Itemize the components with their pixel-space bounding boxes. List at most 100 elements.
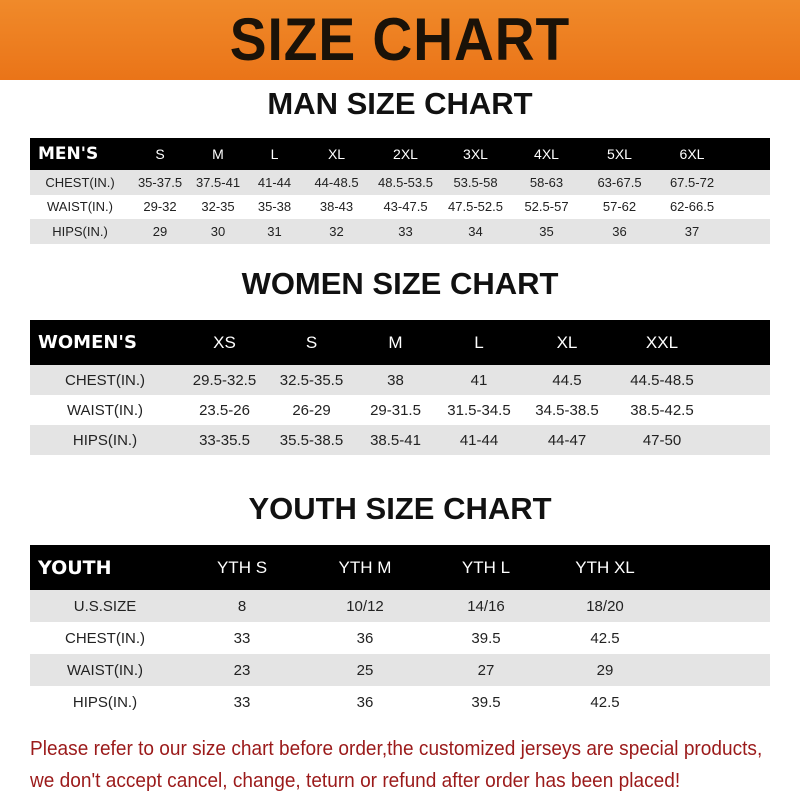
row-pad (664, 622, 770, 654)
measurement-cell: 34 (441, 219, 510, 244)
measurement-cell: 36 (304, 622, 426, 654)
row-pad (728, 219, 770, 244)
measurement-cell: 36 (304, 686, 426, 718)
measurement-cell: 8 (180, 590, 304, 622)
row-pad (711, 425, 770, 455)
measurement-cell: 33-35.5 (180, 425, 269, 455)
table-row: WAIST(IN.) 23.5-26 26-29 29-31.5 31.5-34.5 34… (30, 395, 770, 425)
measurement-cell: 35 (510, 219, 583, 244)
measurement-cell: 26-29 (269, 395, 354, 425)
measurement-cell: 41-44 (246, 170, 303, 195)
size-header: L (246, 138, 303, 170)
measurement-cell: 10/12 (304, 590, 426, 622)
size-header: YTH S (180, 545, 304, 590)
measurement-cell: 29-31.5 (354, 395, 437, 425)
size-header: S (269, 320, 354, 365)
header-label: YOUTH (30, 545, 180, 590)
size-header: XL (521, 320, 613, 365)
women-section-title: WOMEN SIZE CHART (241, 266, 559, 301)
measurement-cell: 37 (656, 219, 728, 244)
size-header: XXL (613, 320, 711, 365)
notice-line-2: we don't accept cancel, change, teturn o… (30, 769, 681, 792)
row-pad (664, 590, 770, 622)
measurement-cell: 29 (130, 219, 190, 244)
measurement-cell: 47.5-52.5 (441, 194, 510, 219)
table-row: HIPS(IN.) 33-35.5 35.5-38.5 38.5-41 41-44 44-… (30, 425, 770, 455)
measurement-cell: 42.5 (546, 686, 664, 718)
measurement-cell: 33 (370, 219, 441, 244)
measurement-cell: 43-47.5 (370, 194, 441, 219)
header-label: WOMEN'S (30, 320, 180, 365)
measurement-cell: 41 (437, 365, 521, 395)
table-row: WAIST(IN.) 23 25 27 29 (30, 654, 770, 686)
measurement-cell: 36 (583, 219, 656, 244)
table-row: CHEST(IN.) 35-37.5 37.5-41 41-44 44-48.5 48.5… (30, 170, 770, 195)
row-pad (728, 194, 770, 219)
measurement-cell: 63-67.5 (583, 170, 656, 195)
size-header: L (437, 320, 521, 365)
measurement-cell: 33 (180, 686, 304, 718)
measurement-cell: 58-63 (510, 170, 583, 195)
measurement-cell: 41-44 (437, 425, 521, 455)
row-label: HIPS(IN.) (30, 686, 180, 718)
measurement-cell: 14/16 (426, 590, 546, 622)
header-row: YOUTH YTH S YTH M YTH L YTH XL (30, 545, 770, 590)
measurement-cell: 35.5-38.5 (269, 425, 354, 455)
size-header: 6XL (656, 138, 728, 170)
measurement-cell: 32.5-35.5 (269, 365, 354, 395)
measurement-cell: 23.5-26 (180, 395, 269, 425)
row-label: WAIST(IN.) (30, 654, 180, 686)
table-row: WAIST(IN.) 29-32 32-35 35-38 38-43 43-47.5 47.… (30, 194, 770, 219)
size-header: M (190, 138, 246, 170)
size-header: S (130, 138, 190, 170)
header-label: MEN'S (30, 138, 130, 170)
notice-line-1: Please refer to our size chart before or… (30, 737, 763, 760)
table-row: HIPS(IN.) 33 36 39.5 42.5 (30, 686, 770, 718)
size-header: YTH L (426, 545, 546, 590)
row-label: WAIST(IN.) (30, 194, 130, 219)
measurement-cell: 57-62 (583, 194, 656, 219)
table-row: U.S.SIZE 8 10/12 14/16 18/20 (30, 590, 770, 622)
size-header: XL (303, 138, 370, 170)
measurement-cell: 32 (303, 219, 370, 244)
row-label: CHEST(IN.) (30, 622, 180, 654)
measurement-cell: 31.5-34.5 (437, 395, 521, 425)
measurement-cell: 18/20 (546, 590, 664, 622)
measurement-cell: 29 (546, 654, 664, 686)
measurement-cell: 38 (354, 365, 437, 395)
size-header: 5XL (583, 138, 656, 170)
order-notice: Please refer to our size chart before or… (30, 733, 763, 797)
table-row: CHEST(IN.) 29.5-32.5 32.5-35.5 38 41 44.5 44.5… (30, 365, 770, 395)
measurement-cell: 53.5-58 (441, 170, 510, 195)
measurement-cell: 44.5 (521, 365, 613, 395)
measurement-cell: 31 (246, 219, 303, 244)
header-row: WOMEN'S XS S M L XL XXL (30, 320, 770, 365)
measurement-cell: 42.5 (546, 622, 664, 654)
size-header: 2XL (370, 138, 441, 170)
header-pad (711, 320, 770, 365)
measurement-cell: 44.5-48.5 (613, 365, 711, 395)
row-label: HIPS(IN.) (30, 425, 180, 455)
row-pad (664, 686, 770, 718)
youth-size-table: YOUTH YTH S YTH M YTH L YTH XL U.S.SIZE 8 10/12… (30, 545, 770, 718)
row-pad (711, 365, 770, 395)
measurement-cell: 29-32 (130, 194, 190, 219)
row-label: U.S.SIZE (30, 590, 180, 622)
table-row: HIPS(IN.) 29 30 31 32 33 34 35 36 37 (30, 219, 770, 244)
measurement-cell: 67.5-72 (656, 170, 728, 195)
row-pad (664, 654, 770, 686)
youth-section-title: YOUTH SIZE CHART (248, 491, 552, 526)
measurement-cell: 38.5-42.5 (613, 395, 711, 425)
page-title: SIZE CHART (229, 6, 571, 73)
measurement-cell: 35-38 (246, 194, 303, 219)
measurement-cell: 35-37.5 (130, 170, 190, 195)
measurement-cell: 27 (426, 654, 546, 686)
title-banner: SIZE CHART (0, 0, 800, 80)
row-label: CHEST(IN.) (30, 170, 130, 195)
measurement-cell: 47-50 (613, 425, 711, 455)
measurement-cell: 44-48.5 (303, 170, 370, 195)
row-label: WAIST(IN.) (30, 395, 180, 425)
measurement-cell: 48.5-53.5 (370, 170, 441, 195)
measurement-cell: 39.5 (426, 622, 546, 654)
row-label: HIPS(IN.) (30, 219, 130, 244)
